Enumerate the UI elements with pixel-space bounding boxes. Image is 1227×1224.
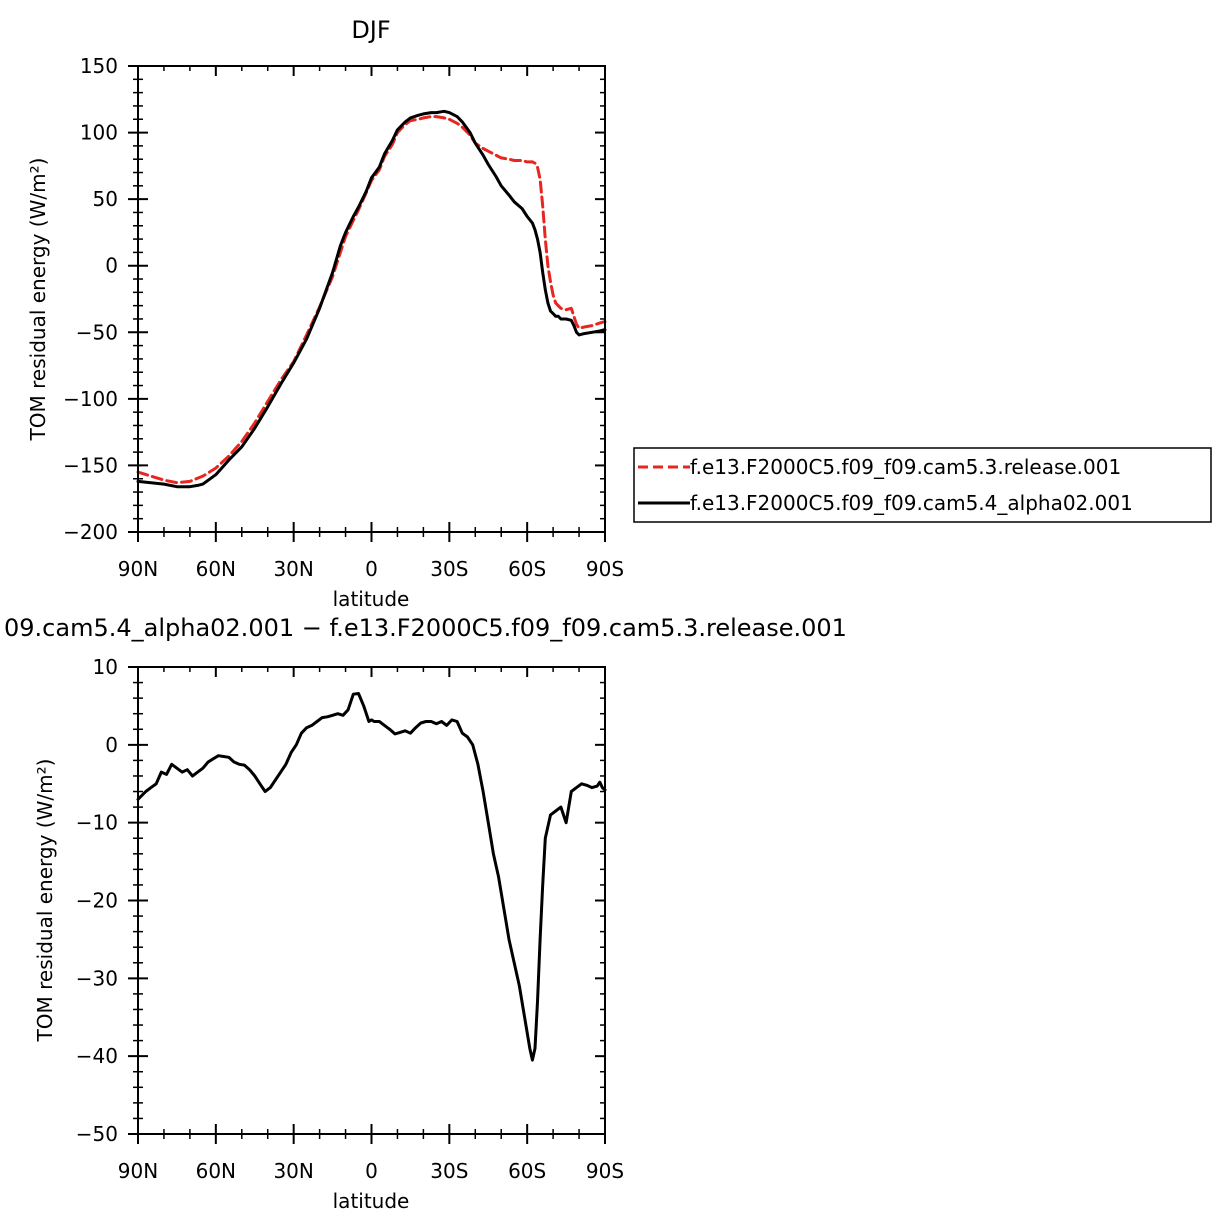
top-y-tick-label: −50 [76, 320, 118, 344]
top-chart-title: DJF [351, 16, 390, 44]
top-y-tick-label: 50 [93, 187, 118, 211]
bottom-y-tick-label: −40 [76, 1044, 118, 1068]
top-x-axis-label: latitude [333, 587, 410, 611]
top-y-tick-label: −150 [63, 453, 118, 477]
top-y-tick-labels: 150 100 50 0 −50 −100 −150 −200 [63, 54, 118, 544]
bottom-series-group [136, 692, 607, 1062]
bottom-y-tick-labels: 10 0 −10 −20 −30 −40 −50 [76, 655, 118, 1146]
bottom-y-tick-label: −10 [76, 811, 118, 835]
bottom-y-tick-label: −50 [76, 1122, 118, 1146]
legend: f.e13.F2000C5.f09_f09.cam5.3.release.001… [633, 447, 1212, 523]
bottom-x-axis-label: latitude [333, 1189, 410, 1213]
bottom-panel: 09.cam5.4_alpha02.001 − f.e13.F2000C5.f0… [4, 614, 847, 1213]
legend-box [633, 447, 1212, 523]
top-plot-frame [137, 65, 606, 533]
top-series-group [136, 109, 607, 489]
bottom-y-tick-label: 0 [105, 733, 118, 757]
bottom-series-line-0 [136, 692, 607, 1062]
top-x-tick-label: 90S [586, 557, 624, 581]
bottom-x-tick-label: 30S [430, 1159, 468, 1183]
top-y-tick-label: 0 [105, 254, 118, 278]
bottom-x-tick-label: 90N [118, 1159, 158, 1183]
bottom-tick-marks [128, 666, 606, 1144]
bottom-x-tick-label: 30N [273, 1159, 313, 1183]
legend-label-cam5-3: f.e13.F2000C5.f09_f09.cam5.3.release.001 [690, 455, 1121, 479]
bottom-x-tick-label: 90S [586, 1159, 624, 1183]
bottom-chart-title: 09.cam5.4_alpha02.001 − f.e13.F2000C5.f0… [4, 614, 847, 642]
top-x-tick-labels: 90N 60N 30N 0 30S 60S 90S [118, 557, 624, 581]
top-x-tick-label: 60N [196, 557, 236, 581]
top-y-tick-label: −100 [63, 387, 118, 411]
bottom-y-tick-label: 10 [93, 655, 118, 679]
bottom-x-tick-label: 60N [196, 1159, 236, 1183]
bottom-plot-frame [137, 666, 606, 1135]
top-x-tick-label: 0 [365, 557, 378, 581]
top-y-tick-label: 150 [80, 54, 118, 78]
top-x-tick-label: 30S [430, 557, 468, 581]
top-tick-marks [128, 65, 606, 542]
bottom-y-tick-label: −30 [76, 966, 118, 990]
bottom-y-tick-label: −20 [76, 889, 118, 913]
bottom-y-axis-label: TOM residual energy (W/m²) [33, 759, 57, 1043]
top-series-line-0 [136, 115, 607, 485]
top-x-tick-label: 60S [508, 557, 546, 581]
bottom-x-tick-label: 0 [365, 1159, 378, 1183]
bottom-x-tick-label: 60S [508, 1159, 546, 1183]
bottom-x-tick-labels: 90N 60N 30N 0 30S 60S 90S [118, 1159, 624, 1183]
top-panel: DJF 90N 60N 30N 0 30S 60S 90S 150 100 50 0 −50 −100… [26, 16, 624, 611]
legend-label-cam5-4: f.e13.F2000C5.f09_f09.cam5.4_alpha02.001 [690, 491, 1133, 515]
top-x-tick-label: 90N [118, 557, 158, 581]
top-y-tick-label: 100 [80, 121, 118, 145]
top-x-tick-label: 30N [273, 557, 313, 581]
top-series-line-1 [136, 109, 607, 489]
top-y-axis-label: TOM residual energy (W/m²) [26, 158, 50, 442]
top-y-tick-label: −200 [63, 520, 118, 544]
